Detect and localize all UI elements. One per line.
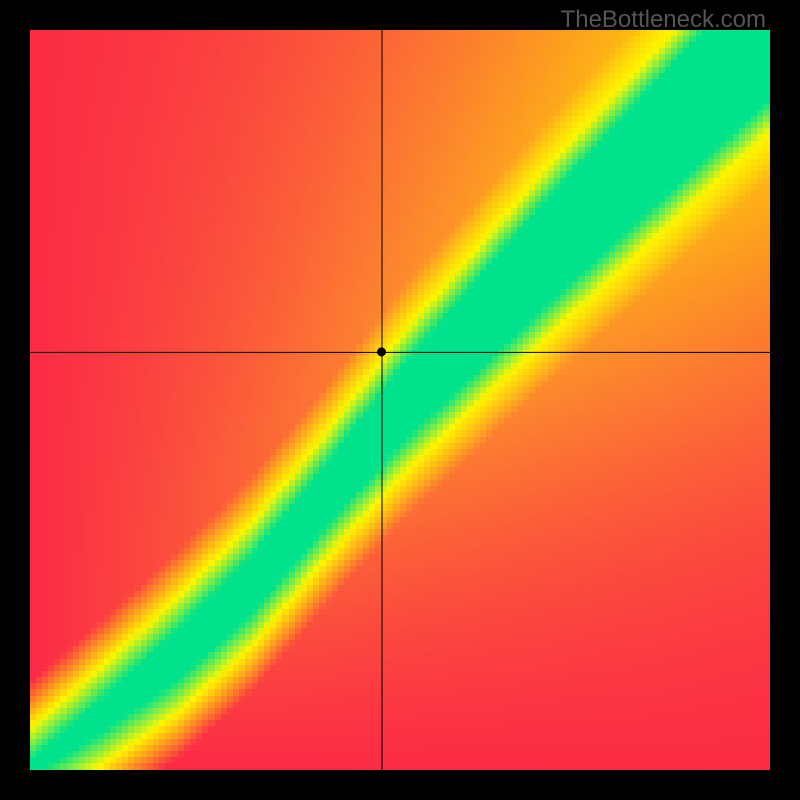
bottleneck-heatmap <box>30 30 770 770</box>
chart-container: TheBottleneck.com <box>0 0 800 800</box>
